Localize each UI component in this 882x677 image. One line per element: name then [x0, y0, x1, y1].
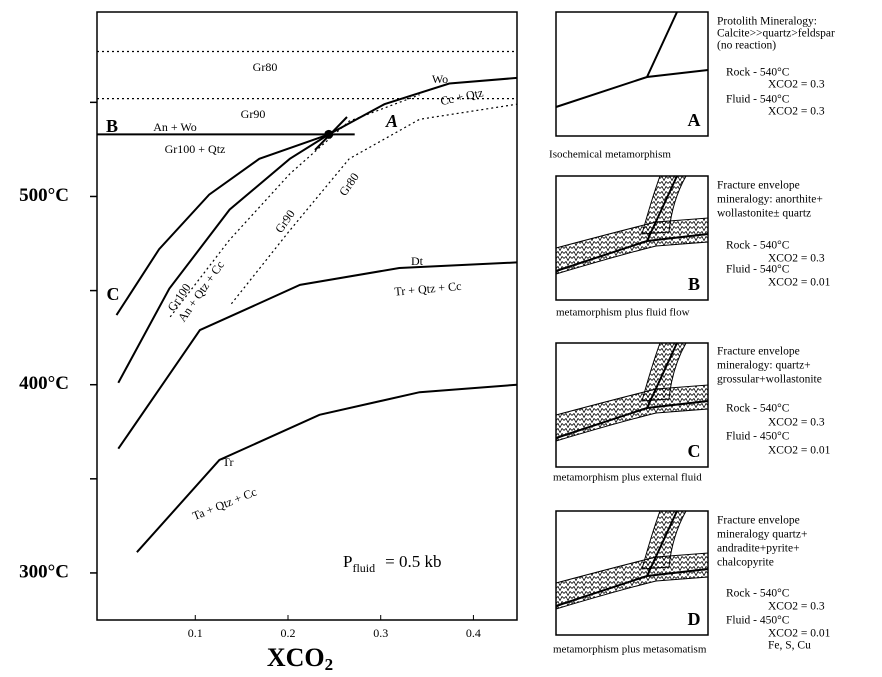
curve-label: Wo	[432, 72, 448, 86]
panel-letter: C	[688, 441, 701, 461]
reaction-curve	[230, 103, 518, 305]
curve-label: Gr90	[272, 207, 298, 235]
curve-label: Ta + Qtz + Cc	[190, 485, 258, 523]
panel-caption: metamorphism plus external fluid	[553, 472, 702, 484]
curve-label: Gr90	[241, 107, 266, 121]
x-axis-label-sub: 2	[325, 655, 334, 674]
x-tick-label: 0.3	[373, 626, 388, 640]
panel-schematic: A	[555, 11, 709, 137]
y-tick-label: 500°C	[19, 185, 69, 206]
panel-letter: B	[688, 274, 700, 294]
panel-description: grossular+wollastonite	[717, 374, 822, 386]
panel-extra: Fe, S, Cu	[768, 640, 811, 652]
schematic-line	[555, 342, 709, 439]
y-tick-label: 300°C	[19, 561, 69, 582]
panel-xco2: XCO2 = 0.3	[768, 253, 825, 265]
panel-description: Fracture envelope	[717, 180, 800, 192]
x-tick-label: 0.2	[280, 626, 295, 640]
panel-description: Protolith Mineralogy:	[717, 16, 817, 28]
panel-description: chalcopyrite	[717, 557, 774, 569]
panel-frame	[555, 175, 709, 301]
curve-label: Tr + Qtz + Cc	[394, 279, 462, 299]
reaction-curve	[117, 261, 518, 450]
panel-caption: Isochemical metamorphism	[549, 149, 671, 161]
y-tick-label: 400°C	[19, 373, 69, 394]
reaction-curve	[328, 76, 518, 136]
pressure-label: Pfluid = 0.5 kb	[343, 552, 441, 575]
panel-description: mineralogy: quartz+	[717, 360, 811, 372]
panel-frame	[555, 11, 709, 137]
panel-xco2: XCO2 = 0.01	[768, 445, 831, 457]
panel-description: Fracture envelope	[717, 346, 800, 358]
panel-condition: Fluid - 450°C	[726, 431, 790, 443]
panel-description: Fracture envelope	[717, 515, 800, 527]
curve-label: Gr80	[336, 170, 362, 198]
schematic-line	[555, 510, 709, 607]
plot-frame	[96, 11, 518, 621]
pressure-sub: fluid	[352, 561, 375, 575]
panel-xco2: XCO2 = 0.3	[768, 79, 825, 91]
panel-description: mineralogy: anorthite+	[717, 194, 823, 206]
invariant-point	[324, 129, 334, 139]
panel-condition: Rock - 540°C	[726, 67, 790, 79]
curve-label: Gr100 + Qtz	[165, 142, 226, 156]
reaction-curve	[169, 94, 420, 318]
reaction-curve	[136, 383, 518, 553]
panel-condition: Fluid - 450°C	[726, 615, 790, 627]
panel-description: andradite+pyrite+	[717, 543, 800, 555]
panel-xco2: XCO2 = 0.01	[768, 277, 831, 289]
panel-condition: Fluid - 540°C	[726, 94, 790, 106]
x-tick-label: 0.1	[188, 626, 203, 640]
reaction-curve	[117, 133, 330, 384]
schematic-line	[555, 11, 709, 108]
curve-label: A	[385, 111, 398, 131]
pressure-value: = 0.5 kb	[385, 552, 441, 571]
panel-frame	[555, 510, 709, 636]
panel-letter: D	[688, 609, 701, 629]
reaction-curve	[115, 133, 330, 316]
panel-schematic: D	[555, 510, 709, 636]
panel-condition: Rock - 540°C	[726, 403, 790, 415]
panel-condition: Fluid - 540°C	[726, 264, 790, 276]
panel-frame	[555, 342, 709, 468]
x-axis-label-main: XCO	[267, 643, 325, 672]
panel-condition: Rock - 540°C	[726, 588, 790, 600]
panel-description: mineralogy quartz+	[717, 529, 807, 541]
panel-xco2: XCO2 = 0.01	[768, 628, 831, 640]
panel-description: Calcite>>quartz>feldspar	[717, 28, 835, 40]
panel-xco2: XCO2 = 0.3	[768, 106, 825, 118]
panel-description: (no reaction)	[717, 40, 776, 52]
x-tick-label: 0.4	[466, 626, 481, 640]
panel-description: wollastonite± quartz	[717, 208, 811, 220]
panel-schematic: B	[555, 175, 709, 301]
curve-label: Cc + Qtz	[439, 85, 484, 108]
panel-letter: A	[688, 110, 701, 130]
panel-caption: metamorphism plus metasomatism	[553, 644, 707, 656]
panel-condition: Rock - 540°C	[726, 240, 790, 252]
schematic-line	[555, 175, 709, 272]
curve-label: B	[106, 116, 118, 136]
panel-schematic: C	[555, 342, 709, 468]
curve-label: Tr	[223, 455, 234, 469]
curve-label: C	[107, 284, 120, 304]
panel-caption: metamorphism plus fluid flow	[556, 307, 690, 319]
pressure-p: P	[343, 552, 352, 571]
curve-label: Dt	[411, 254, 424, 268]
x-axis-label: XCO2	[267, 643, 333, 674]
curve-label: An + Wo	[153, 120, 197, 134]
curve-label: Gr80	[253, 60, 278, 74]
panel-xco2: XCO2 = 0.3	[768, 601, 825, 613]
panel-xco2: XCO2 = 0.3	[768, 417, 825, 429]
